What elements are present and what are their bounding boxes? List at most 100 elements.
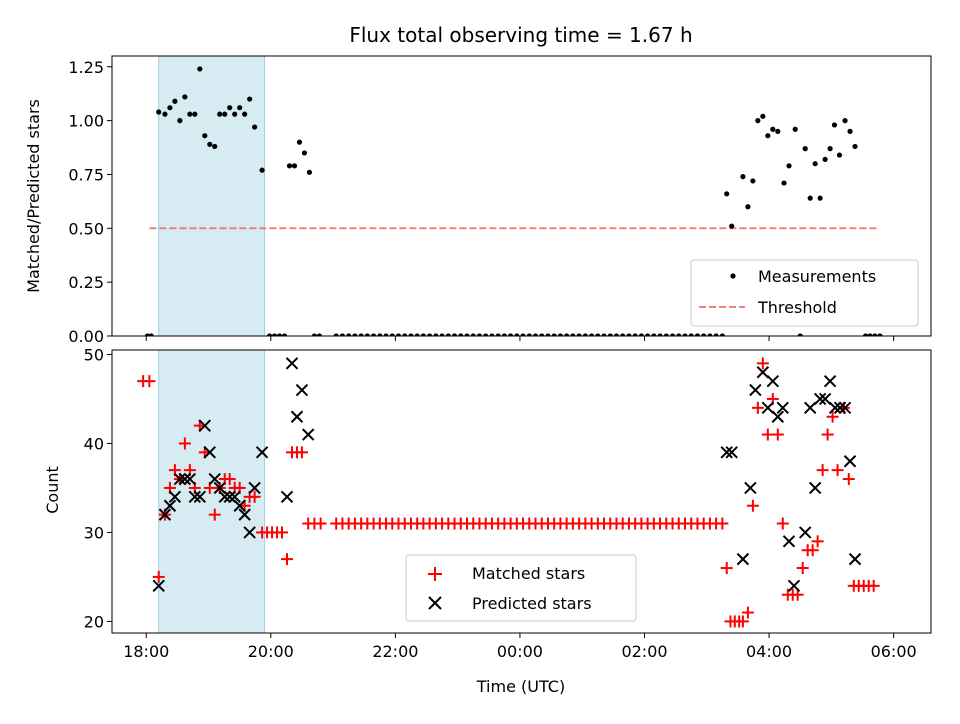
top-y-tick-label: 0.00 bbox=[68, 327, 104, 346]
measurement-point bbox=[570, 333, 576, 336]
predicted-star-point bbox=[798, 526, 812, 539]
measurement-point bbox=[842, 118, 848, 124]
predicted-star-point bbox=[838, 401, 852, 415]
measurement-point bbox=[271, 333, 278, 336]
legend-predicted-label: Predicted stars bbox=[472, 594, 592, 613]
measurement-point bbox=[626, 333, 632, 336]
predicted-star-point bbox=[208, 472, 221, 486]
measurement-point bbox=[645, 333, 651, 336]
measurement-point bbox=[439, 333, 445, 336]
matched-star-point bbox=[826, 410, 839, 423]
measurement-point bbox=[227, 105, 233, 111]
matched-star-point bbox=[741, 606, 754, 619]
matched-star-point bbox=[867, 579, 880, 592]
matched-star-point bbox=[746, 499, 759, 512]
measurement-point bbox=[551, 333, 557, 336]
measurement-point bbox=[797, 333, 803, 336]
measurement-point bbox=[620, 333, 626, 336]
x-tick-label: 20:00 bbox=[248, 642, 294, 661]
measurement-point bbox=[266, 333, 273, 336]
x-tick-label: 22:00 bbox=[372, 642, 418, 661]
matched-star-point bbox=[816, 464, 829, 477]
predicted-star-point bbox=[756, 366, 770, 379]
matched-star-point bbox=[751, 401, 764, 414]
chart-title: Flux total observing time = 1.67 h bbox=[349, 23, 692, 47]
matched-star-point bbox=[295, 446, 308, 459]
measurement-point bbox=[632, 333, 638, 336]
measurement-point bbox=[352, 333, 358, 336]
predicted-star-point bbox=[238, 508, 251, 521]
measurement-point bbox=[212, 143, 218, 150]
matched-star-point bbox=[736, 615, 749, 628]
measurement-point bbox=[192, 111, 198, 117]
measurement-point bbox=[217, 111, 223, 117]
measurement-point bbox=[306, 169, 313, 175]
predicted-star-point bbox=[228, 490, 241, 504]
top-y-tick-label: 1.25 bbox=[68, 58, 104, 77]
measurement-point bbox=[663, 333, 669, 336]
x-tick-label: 02:00 bbox=[621, 642, 667, 661]
matched-star-point bbox=[314, 517, 327, 530]
top-y-tick-label: 0.75 bbox=[68, 165, 104, 184]
measurement-point bbox=[520, 333, 526, 336]
measurement-point bbox=[595, 333, 601, 336]
measurement-point bbox=[383, 333, 389, 336]
measurement-point bbox=[802, 146, 808, 152]
predicted-star-point bbox=[295, 383, 309, 397]
predicted-star-point bbox=[771, 410, 784, 423]
legend-threshold-label: Threshold bbox=[757, 298, 837, 317]
legend-matched-marker bbox=[428, 567, 442, 581]
predicted-star-point bbox=[243, 526, 256, 539]
predicted-star-point bbox=[168, 490, 182, 504]
measurement-point bbox=[252, 124, 258, 130]
matched-star-point bbox=[806, 544, 819, 557]
measurement-point bbox=[508, 333, 514, 336]
x-axis-label: Time (UTC) bbox=[476, 677, 565, 696]
measurement-point bbox=[402, 333, 408, 336]
matched-star-point bbox=[281, 553, 294, 566]
predicted-star-point bbox=[213, 481, 226, 495]
measurement-point bbox=[807, 195, 813, 201]
matched-star-point bbox=[276, 526, 289, 539]
measurement-point bbox=[786, 163, 792, 169]
measurement-point bbox=[333, 333, 339, 336]
predicted-star-point bbox=[782, 535, 796, 548]
legend-bottom-frame bbox=[405, 554, 637, 622]
measurement-point bbox=[182, 94, 188, 100]
measurement-point bbox=[286, 163, 293, 169]
measurement-point bbox=[420, 333, 427, 336]
measurement-point bbox=[476, 333, 483, 336]
predicted-star-point bbox=[843, 455, 857, 468]
matched-star-point bbox=[776, 517, 789, 530]
bottom-y-tick-label: 30 bbox=[84, 523, 104, 542]
measurement-point bbox=[395, 333, 402, 336]
matched-star-point bbox=[178, 437, 191, 450]
top-axes-frame bbox=[111, 55, 932, 337]
measurement-point bbox=[276, 333, 283, 336]
predicted-star-point bbox=[290, 410, 304, 423]
measurement-point bbox=[822, 156, 828, 162]
measurement-point bbox=[172, 98, 178, 104]
predicted-star-point bbox=[720, 446, 733, 459]
measurement-point bbox=[311, 333, 318, 336]
measurement-point bbox=[613, 333, 620, 336]
matched-star-point bbox=[842, 473, 855, 486]
bottom-plot-area bbox=[137, 350, 880, 633]
measurement-point bbox=[242, 111, 248, 117]
measurement-point bbox=[588, 333, 595, 336]
predicted-star-point bbox=[833, 401, 847, 415]
measurement-point bbox=[707, 333, 713, 336]
measurement-point bbox=[414, 333, 420, 336]
measurement-point bbox=[358, 333, 364, 336]
measurement-point bbox=[207, 141, 213, 147]
matched-star-point bbox=[720, 562, 733, 575]
measurement-point bbox=[745, 204, 751, 210]
legend-predicted-marker bbox=[428, 596, 442, 610]
matched-star-point bbox=[831, 464, 844, 477]
measurement-point bbox=[458, 333, 464, 336]
top-y-tick-label: 0.25 bbox=[68, 273, 104, 292]
predicted-star-point bbox=[787, 579, 801, 593]
predicted-star-point bbox=[848, 552, 862, 566]
measurement-point bbox=[495, 333, 501, 336]
